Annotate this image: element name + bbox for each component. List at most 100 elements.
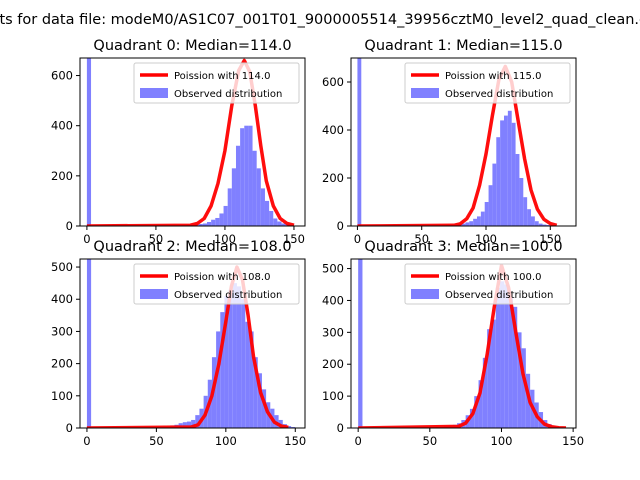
histogram-bar	[286, 426, 292, 428]
histogram-bar	[484, 202, 489, 226]
x-tick-label: 50	[414, 232, 429, 246]
legend-patch-swatch	[140, 88, 168, 98]
legend-label-poisson: Poission with 114.0	[174, 71, 270, 82]
y-tick-label: 500	[51, 260, 73, 274]
histogram-bar	[227, 188, 232, 226]
histogram-bar	[223, 205, 228, 226]
histogram-bar	[248, 125, 253, 226]
histogram-bar	[515, 154, 520, 226]
histogram-bar	[231, 168, 236, 226]
histogram-bar	[487, 329, 492, 428]
panel-title: Quadrant 2: Median=108.0	[93, 239, 291, 255]
histogram-bar	[496, 137, 501, 226]
histogram-bar	[495, 287, 501, 428]
y-tick-label: 200	[51, 169, 73, 183]
legend-label-poisson: Poission with 115.0	[445, 71, 541, 82]
y-tick-label: 0	[337, 219, 344, 233]
legend-label-poisson: Poission with 108.0	[174, 272, 270, 283]
histogram-bar	[504, 115, 508, 226]
quadrant-panel-0: 0 50 100 150 0 200 400 600 Quadrant 0: Median=11…	[51, 38, 306, 246]
x-tick-label: 0	[354, 232, 361, 246]
histogram-bar	[224, 296, 229, 428]
x-tick-label: 50	[149, 434, 164, 448]
x-tick-label: 0	[83, 232, 90, 246]
panel-title: Quadrant 1: Median=115.0	[364, 38, 562, 54]
histogram-bar	[527, 209, 531, 226]
y-tick-label: 400	[322, 293, 344, 307]
x-tick-label: 50	[149, 232, 164, 246]
y-tick-label: 400	[51, 119, 73, 133]
histogram-bar	[273, 218, 278, 226]
legend-label-observed: Observed distribution	[445, 290, 553, 301]
histogram-bar	[182, 422, 187, 428]
histogram-bar	[508, 297, 513, 428]
legend: Poission with 114.0 Observed distribution	[133, 62, 300, 104]
legend-box	[133, 263, 300, 305]
histogram-bar	[473, 218, 477, 226]
x-tick-label: 50	[423, 434, 438, 448]
x-tick-label: 0	[83, 434, 90, 448]
histogram-bar	[260, 188, 265, 226]
histogram-bar	[500, 120, 504, 226]
y-tick-label: 300	[51, 324, 73, 338]
figure-suptitle: Plots for data file: modeM0/AS1C07_001T0…	[0, 12, 640, 28]
y-tick-label: 200	[322, 357, 344, 371]
histogram-bar-zero	[86, 58, 92, 226]
legend-label-observed: Observed distribution	[445, 89, 553, 100]
y-tick-label: 400	[51, 292, 73, 306]
histogram-bar	[477, 216, 481, 226]
legend: Poission with 115.0 Observed distribution	[404, 62, 571, 104]
histogram-bar	[478, 380, 483, 428]
panel-title: Quadrant 0: Median=114.0	[93, 38, 291, 54]
y-tick-label: 300	[322, 325, 344, 339]
histogram-bar	[202, 223, 207, 226]
histogram-bar	[500, 281, 505, 428]
histogram-bar	[491, 319, 496, 428]
histogram-bar	[220, 312, 225, 428]
histogram-bar	[504, 284, 509, 428]
histogram-bar	[206, 221, 212, 226]
x-tick-label: 0	[355, 434, 362, 448]
quadrant-panel-3: 0 50 100 150 0 100 200 300 400 500 Quadrant 3: Med…	[322, 239, 584, 448]
histogram-bar	[236, 286, 242, 428]
y-tick-label: 0	[337, 421, 344, 435]
y-tick-label: 100	[51, 389, 73, 403]
x-tick-label: 150	[562, 434, 584, 448]
histogram-bar-zero	[357, 58, 362, 226]
histogram-bar	[531, 216, 535, 226]
histogram-bar	[482, 357, 488, 428]
x-tick-label: 100	[475, 232, 497, 246]
histogram-bar	[507, 110, 512, 226]
panel-title: Quadrant 3: Median=100.0	[364, 239, 562, 255]
y-tick-label: 400	[322, 123, 344, 137]
histogram-bar	[241, 299, 246, 428]
histogram-bar	[488, 185, 493, 226]
histogram-bar	[264, 200, 270, 226]
y-tick-label: 500	[322, 262, 344, 276]
plot-area	[357, 58, 566, 226]
histogram-bar	[252, 150, 257, 226]
y-tick-label: 200	[322, 171, 344, 185]
y-tick-label: 0	[66, 219, 73, 233]
histogram-bar	[492, 163, 497, 226]
legend: Poission with 100.0 Observed distribution	[404, 263, 571, 305]
histogram-bar	[465, 222, 470, 226]
x-tick-label: 150	[284, 434, 306, 448]
legend-box	[133, 62, 300, 104]
x-tick-label: 150	[283, 232, 305, 246]
histogram-bar	[215, 217, 220, 226]
histogram-bar	[469, 221, 474, 226]
histogram-bar	[480, 211, 485, 226]
histogram-bar	[517, 332, 522, 428]
histogram-bar	[186, 421, 192, 428]
histogram-bar	[253, 357, 258, 428]
histogram-bar	[195, 415, 200, 428]
panels: 0 50 100 150 0 200 400 600 Quadrant 0: Median=11…	[51, 38, 584, 448]
legend: Poission with 108.0 Observed distribution	[133, 263, 300, 305]
histogram-bar	[245, 321, 250, 428]
y-tick-label: 100	[322, 389, 344, 403]
legend-patch-swatch	[411, 88, 439, 98]
y-tick-label: 0	[66, 421, 73, 435]
histogram-bar	[512, 306, 518, 428]
